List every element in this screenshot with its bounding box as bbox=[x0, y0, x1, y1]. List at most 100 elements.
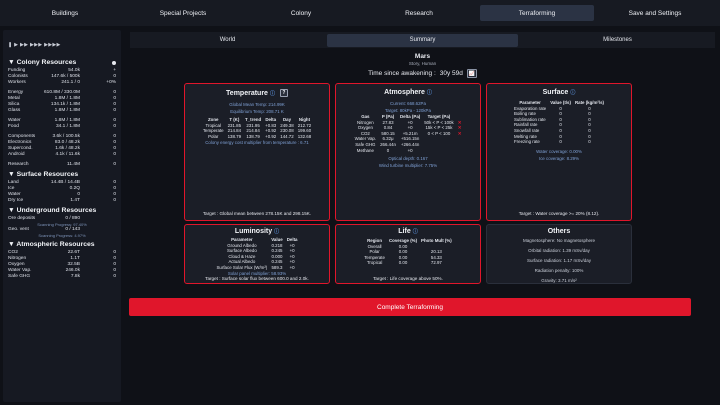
table-cell: Methane bbox=[356, 147, 374, 153]
table-header: T_trend bbox=[245, 117, 262, 122]
awakening-value: 30y 59d bbox=[439, 70, 463, 77]
info-icon[interactable]: ⓘ bbox=[426, 90, 432, 96]
solar-panel-multiplier: Solar panel multiplier: 58.93% bbox=[227, 270, 287, 276]
table-cell: 214.84 bbox=[227, 128, 242, 134]
surface-target: Target : Water coverage >= 20% (8.12). bbox=[518, 211, 600, 216]
tab-research[interactable]: Research bbox=[405, 9, 433, 17]
resource-rate: 0 bbox=[113, 124, 116, 129]
surface-title-row: Surface ⓘ bbox=[491, 89, 627, 96]
resource-name: Supercond. bbox=[8, 146, 33, 151]
table-cell: 138.79 bbox=[246, 133, 260, 139]
planet-name: Mars bbox=[414, 53, 431, 60]
table-cell: 0 < P < 100 bbox=[427, 130, 451, 136]
resource-rate: 0 bbox=[113, 262, 116, 267]
table-row: Polar 138.79 138.79 +0.92 144.72 132.68 bbox=[201, 134, 313, 140]
resource-value: 1.8M / 1.8M bbox=[54, 108, 80, 113]
table-cell: 0 bbox=[559, 105, 562, 111]
info-icon[interactable]: ⓘ bbox=[412, 229, 418, 235]
surface-resources-header[interactable]: ▼ Surface Resources bbox=[8, 171, 79, 178]
table-cell: +0 bbox=[289, 264, 295, 270]
temperature-title: Temperature bbox=[226, 89, 268, 97]
info-icon[interactable]: ⓘ bbox=[269, 90, 275, 97]
speed-controls[interactable]: ❚ ▶ ▶▶ ▶▶▶ ▶▶▶▶ bbox=[8, 42, 61, 48]
equilibrium-temp: Equilibrium Temp: 208.71 K bbox=[230, 109, 284, 114]
resource-row: Safe GHG 7.8k 0 bbox=[8, 274, 116, 280]
resource-name: Workers bbox=[8, 80, 26, 85]
table-cell: +516.15n bbox=[400, 136, 420, 142]
tab-colony[interactable]: Colony bbox=[290, 9, 312, 17]
atmosphere-title: Atmosphere bbox=[384, 89, 425, 96]
luminosity-card: Luminosity ⓘ Parameter Value Delta Ground … bbox=[184, 224, 330, 284]
colony-resources-header[interactable]: ▼ Colony Resources bbox=[8, 59, 116, 66]
table-cell bbox=[422, 148, 455, 154]
resource-name: Geo. vent bbox=[8, 227, 29, 232]
subtab-milestones[interactable]: Milestones bbox=[603, 37, 632, 43]
resource-rate: 0 bbox=[113, 108, 116, 113]
resource-name: Components bbox=[8, 134, 36, 139]
table-cell: +266.44n bbox=[400, 141, 420, 147]
resource-rate: 0 bbox=[113, 152, 116, 157]
table-cell: Sublimation rate bbox=[513, 116, 546, 122]
table-cell: 0 bbox=[559, 133, 562, 139]
resource-row: Funding 54.0k + bbox=[8, 68, 116, 74]
chart-icon[interactable]: 📈 bbox=[466, 69, 477, 78]
complete-terraforming-button[interactable]: Complete Terraforming bbox=[129, 298, 691, 316]
table-row: Methane 0 +0 bbox=[353, 148, 464, 154]
resource-name: Water bbox=[8, 118, 21, 123]
table-cell: 0 bbox=[588, 116, 591, 122]
tab-terraforming[interactable]: Terraforming bbox=[480, 5, 594, 21]
table-cell: 0 bbox=[559, 122, 562, 128]
underground-resources-header[interactable]: ▼ Underground Resources bbox=[8, 207, 97, 214]
table-cell: Rainfall rate bbox=[513, 122, 538, 128]
resource-rate: 0 bbox=[113, 102, 116, 107]
resource-name: Funding bbox=[8, 68, 26, 73]
awakening-label: Time since awakening : bbox=[368, 70, 436, 77]
resource-rate: 0 bbox=[113, 74, 116, 79]
resource-name: Ice bbox=[8, 186, 15, 191]
table-row: Boiling rate 0 0 bbox=[512, 111, 606, 117]
table-cell: 54.33 bbox=[430, 254, 442, 260]
resource-row: Energy 610.8M / 330.0M 0 bbox=[8, 90, 116, 96]
resource-rate: 0 bbox=[113, 192, 116, 197]
resource-value: 1.8M / 1.8M bbox=[54, 118, 80, 123]
resource-name: Nitrogen bbox=[8, 256, 27, 261]
table-cell: 15k < P < 25k bbox=[425, 125, 453, 131]
toggle-dot-icon[interactable] bbox=[112, 60, 116, 65]
help-button[interactable]: ? bbox=[279, 89, 288, 97]
table-cell: +0 bbox=[407, 119, 413, 125]
table-cell: Tropical bbox=[205, 122, 221, 128]
table-cell: Boiling rate bbox=[513, 111, 536, 117]
table-header: T (K) bbox=[229, 117, 240, 122]
resource-value: 1.6k / 48.2k bbox=[55, 146, 80, 151]
temperature-card: Temperature ⓘ ? Global Mean Temp: 214.99… bbox=[184, 83, 330, 221]
tab-buildings[interactable]: Buildings bbox=[51, 9, 79, 17]
resource-value: 241.1 / 0 bbox=[61, 80, 80, 85]
atmospheric-resources-header[interactable]: ▼ Atmospheric Resources bbox=[8, 241, 95, 248]
table-row: Melting rate 0 0 bbox=[512, 134, 606, 140]
resource-row: Android 4.1k / 11.6k 0 bbox=[8, 152, 116, 158]
info-icon[interactable]: ⓘ bbox=[570, 90, 576, 96]
resource-name: Dry Ice bbox=[8, 198, 24, 203]
info-icon[interactable]: ⓘ bbox=[274, 229, 280, 235]
subtab-world[interactable]: World bbox=[219, 37, 236, 43]
resource-row: Water Vap. 246.0k 0 bbox=[8, 268, 116, 274]
table-cell: Temperate bbox=[364, 254, 385, 260]
table-header: Night bbox=[298, 117, 311, 122]
table-cell: 138.79 bbox=[227, 133, 242, 139]
resource-value: 14.4B / 14.4B bbox=[50, 180, 80, 185]
subtab-summary[interactable]: Summary bbox=[327, 33, 518, 47]
table-cell: 132.68 bbox=[297, 133, 312, 139]
table-cell: 199.60 bbox=[297, 128, 312, 134]
table-cell: 231.95 bbox=[246, 122, 260, 128]
table-cell: +0.92 bbox=[265, 128, 277, 134]
table-cell: Overall bbox=[367, 243, 382, 249]
tab-save-settings[interactable]: Save and Settings bbox=[628, 9, 682, 17]
table-cell: Temperate bbox=[202, 128, 224, 134]
resource-rate: 0 bbox=[113, 118, 116, 123]
tab-special-projects[interactable]: Special Projects bbox=[159, 9, 207, 17]
resource-value: 147.6k / 500k bbox=[51, 74, 80, 79]
scanning-progress: Scanning Progress: 4.97% bbox=[38, 233, 86, 238]
table-cell: 0.245 bbox=[271, 259, 283, 265]
table-cell: 0 bbox=[588, 127, 591, 133]
atmosphere-table: Gas P (Pa) Delta (Pa) Target (Pa) Nitrogen 2… bbox=[353, 114, 464, 153]
